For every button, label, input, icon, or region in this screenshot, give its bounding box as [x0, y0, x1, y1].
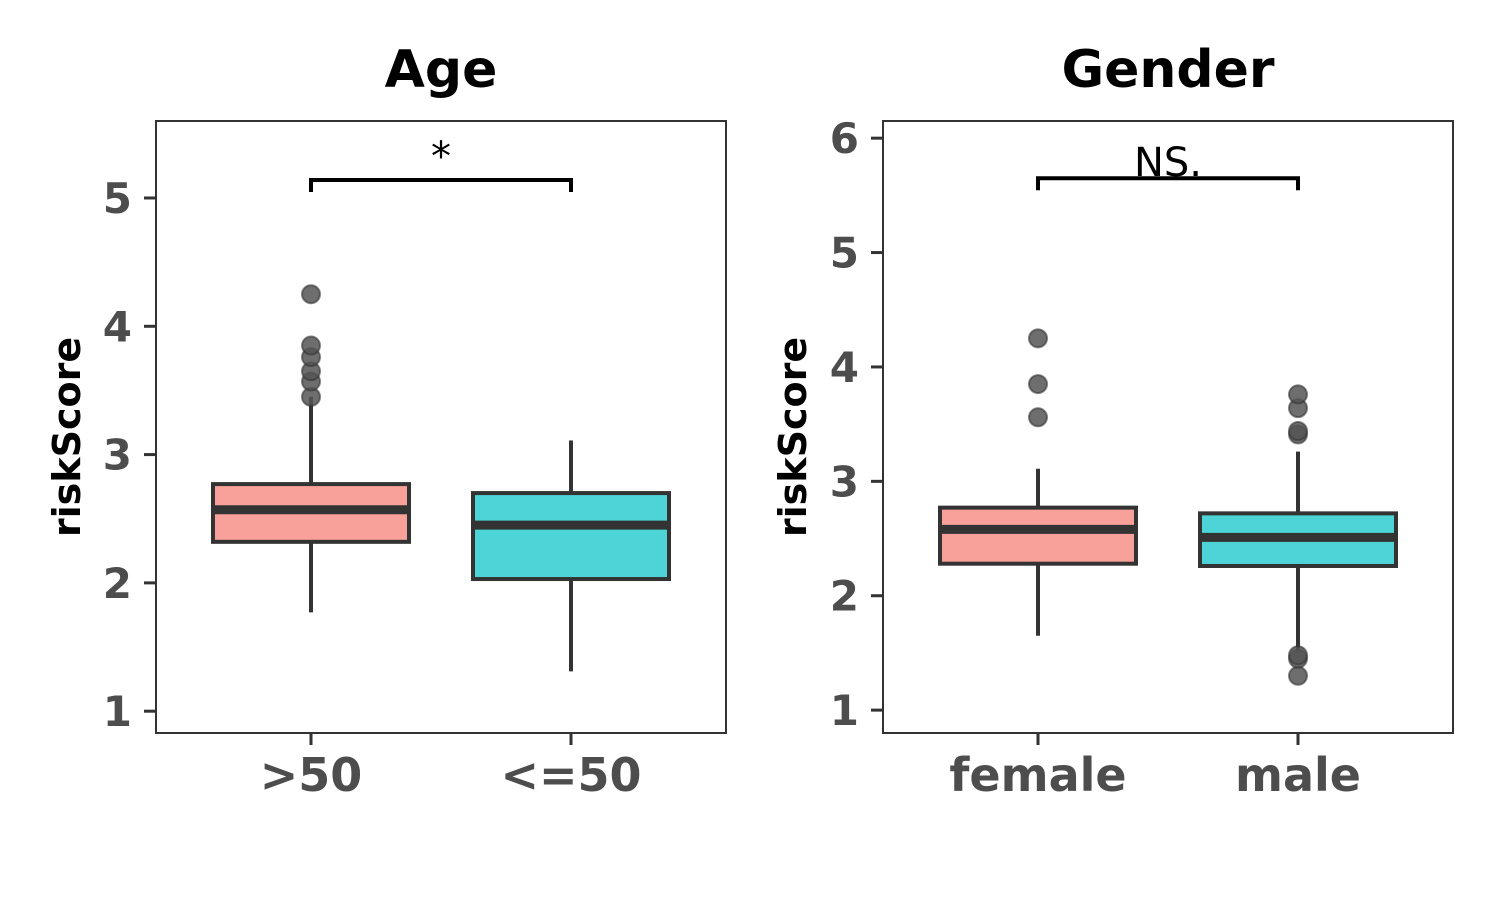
- chart-panel-2: Gender riskScore 1 2 3 4 5 6 female male NS.: [771, 40, 1454, 802]
- box-body: [471, 491, 671, 582]
- y-tick-label: 6: [830, 114, 859, 163]
- box-50: [211, 284, 411, 613]
- outlier-point: [301, 284, 321, 305]
- y-tick-label: 3: [103, 431, 132, 480]
- y-tick-label: 1: [103, 687, 132, 736]
- outlier-point: [1288, 384, 1308, 405]
- significance-label: *: [431, 134, 451, 180]
- x-tick-label: >50: [260, 748, 363, 802]
- chart-title: Gender: [1061, 40, 1274, 100]
- outlier-point: [1288, 645, 1308, 666]
- significance-bracket: [309, 178, 573, 193]
- y-tick-label: 5: [830, 229, 859, 278]
- y-axis-title: riskScore: [771, 337, 815, 537]
- plot-area-border: [155, 120, 727, 734]
- y-axis-title: riskScore: [45, 337, 89, 537]
- box-male: [1198, 384, 1398, 686]
- y-tick-label: 2: [830, 572, 859, 621]
- box-female: [938, 328, 1138, 636]
- outlier-point: [1288, 665, 1308, 686]
- x-tick-label: male: [1235, 748, 1361, 802]
- chart-title: Age: [385, 40, 498, 100]
- y-tick-label: 2: [103, 559, 132, 608]
- y-tick-label: 5: [103, 174, 132, 223]
- significance-label: NS.: [1134, 140, 1202, 186]
- y-tick-label: 3: [830, 457, 859, 506]
- box-50: [471, 440, 671, 672]
- outlier-point: [1028, 374, 1048, 395]
- plot-area-border: [882, 120, 1454, 734]
- x-tick-label: female: [949, 748, 1126, 802]
- chart-panel-1: Age riskScore 1 2 3 4 5 >50 <=50 *: [45, 40, 727, 802]
- y-tick-label: 4: [103, 302, 132, 351]
- outlier-point: [1028, 328, 1048, 349]
- box-body: [938, 505, 1138, 566]
- y-tick-label: 1: [830, 686, 859, 735]
- y-tick-label: 4: [830, 343, 859, 392]
- outlier-point: [1288, 421, 1308, 442]
- x-tick-label: <=50: [500, 748, 641, 802]
- outlier-point: [1028, 407, 1048, 428]
- significance-bracket: [1036, 176, 1300, 191]
- outlier-point: [301, 335, 321, 356]
